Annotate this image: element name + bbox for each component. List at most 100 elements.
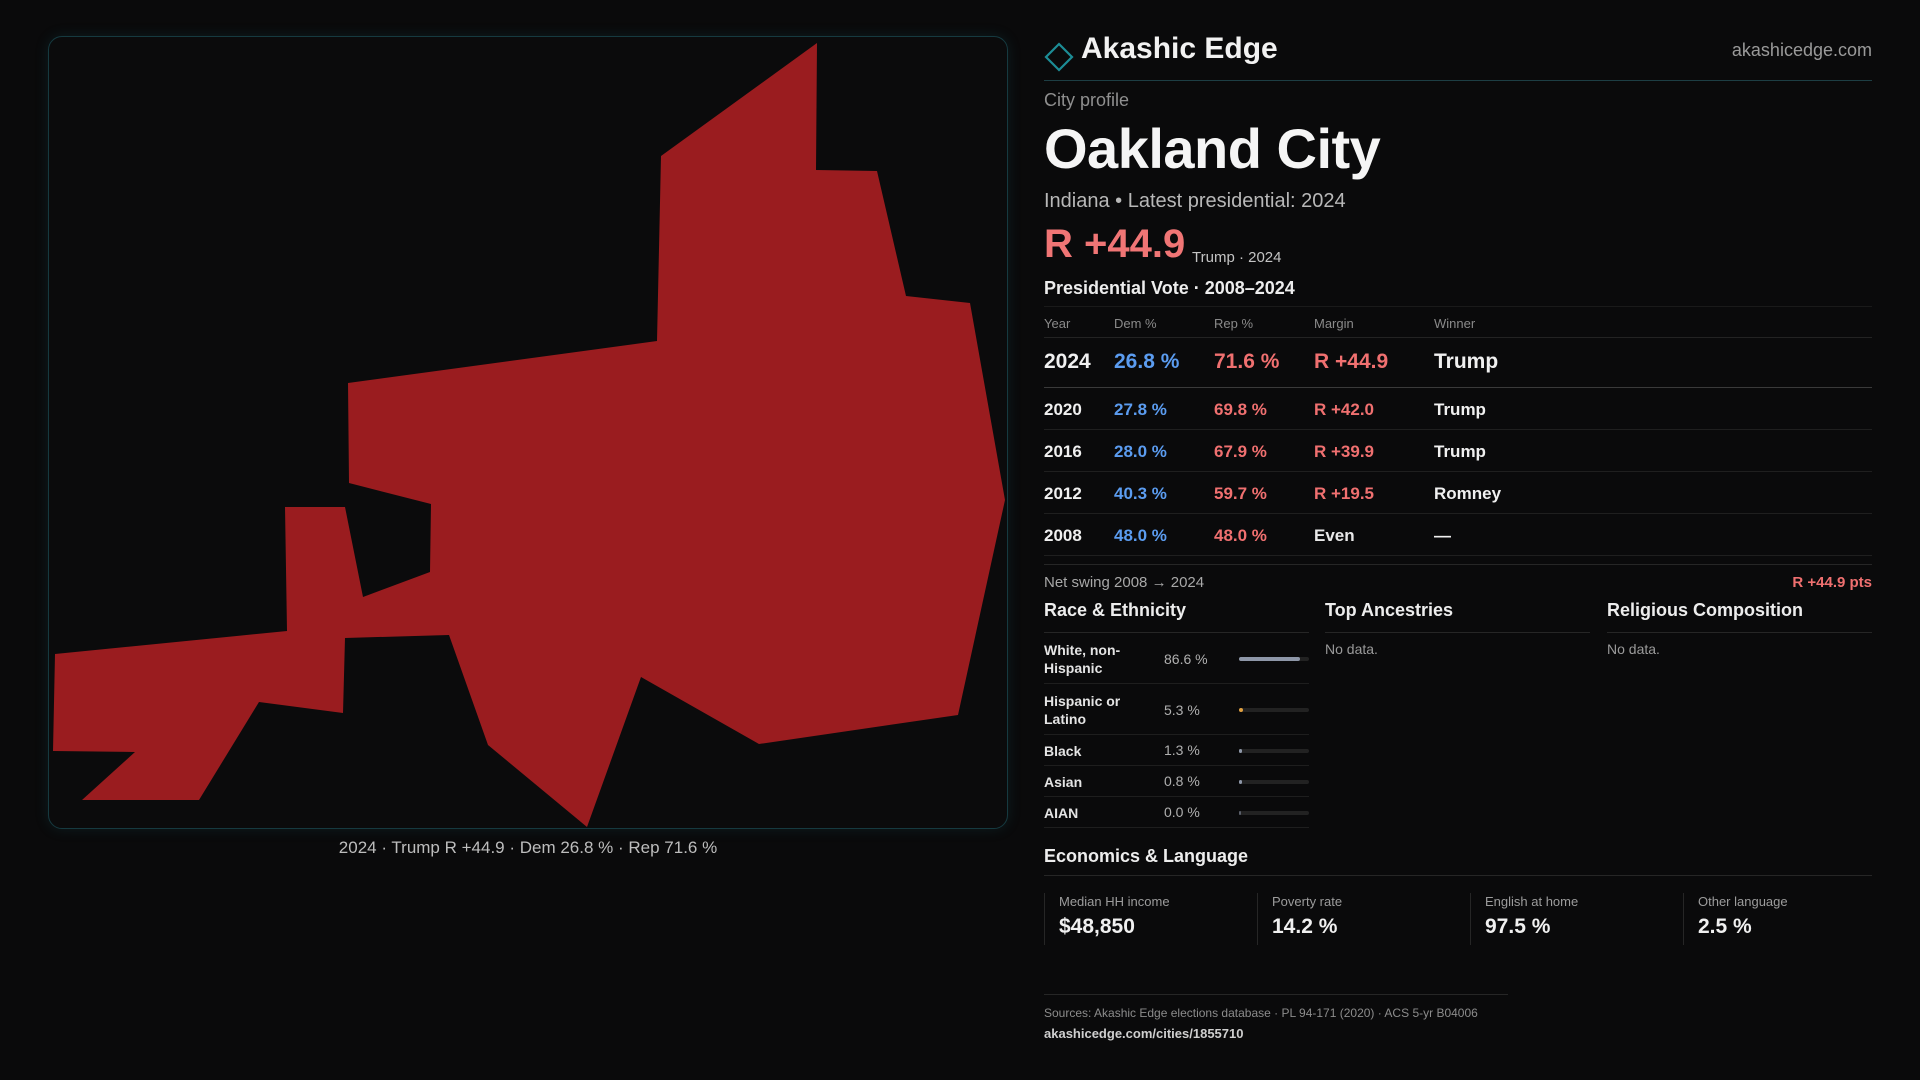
race-pct: 5.3 %: [1164, 702, 1200, 718]
header-winner: Winner: [1434, 316, 1476, 331]
table-row: 2024 26.8 % 71.6 % R +44.9 Trump: [1044, 338, 1872, 388]
ancestry-empty: No data.: [1325, 641, 1378, 657]
cell-margin: R +42.0: [1314, 400, 1375, 419]
econ-label: Poverty rate: [1272, 894, 1343, 909]
race-pct: 1.3 %: [1164, 742, 1200, 758]
cell-margin: Even: [1314, 526, 1355, 545]
cell-year: 2012: [1044, 484, 1082, 503]
econ-other-language: Other language 2.5 %: [1683, 893, 1872, 945]
net-swing-label: Net swing 2008 → 2024: [1044, 574, 1205, 591]
table-row: 2020 27.8 % 69.8 % R +42.0 Trump: [1044, 388, 1872, 430]
cell-margin: R +39.9: [1314, 442, 1375, 461]
race-pct: 0.8 %: [1164, 773, 1200, 789]
cell-rep: 67.9 %: [1214, 442, 1267, 461]
race-bar: [1239, 708, 1309, 712]
cell-dem: 26.8 %: [1114, 350, 1180, 373]
race-bar-fill: [1239, 811, 1241, 815]
race-bar: [1239, 811, 1309, 815]
header: Akashic Edge akashicedge.com: [1044, 30, 1872, 81]
page-subtitle: Indiana • Latest presidential: 2024: [1044, 190, 1346, 212]
cell-dem: 28.0 %: [1114, 442, 1167, 461]
econ-label: Median HH income: [1059, 894, 1170, 909]
race-bar-fill: [1239, 749, 1242, 753]
econ-value: 2.5 %: [1698, 915, 1752, 938]
map-caption: 2024 · Trump R +44.9 · Dem 26.8 % · Rep …: [338, 838, 718, 857]
domain-link[interactable]: akashicedge.com: [1731, 40, 1872, 60]
cell-dem: 27.8 %: [1114, 400, 1167, 419]
race-label: Asian: [1044, 774, 1083, 790]
econ-label: English at home: [1485, 894, 1579, 909]
econ-label: Other language: [1698, 894, 1788, 909]
cell-winner: Trump: [1434, 442, 1486, 461]
header-rep: Rep %: [1214, 316, 1254, 331]
table-row: 2016 28.0 % 67.9 % R +39.9 Trump: [1044, 430, 1872, 472]
city-boundary-shape[interactable]: [53, 43, 1005, 827]
race-label: AIAN: [1044, 805, 1079, 821]
map-panel[interactable]: [48, 36, 1008, 829]
city-boundary-map[interactable]: [49, 37, 1008, 829]
religion-empty: No data.: [1607, 641, 1660, 657]
race-section: Race & Ethnicity White, non-Hispanic 86.…: [1044, 600, 1309, 828]
cell-winner: —: [1434, 526, 1451, 545]
econ-english-at-home: English at home 97.5 %: [1470, 893, 1683, 945]
race-bar-fill: [1239, 780, 1242, 784]
net-swing: Net swing 2008 → 2024 R +44.9 pts: [1044, 564, 1872, 594]
net-swing-value: R +44.9 pts: [1792, 574, 1872, 591]
race-pct: 86.6 %: [1164, 651, 1208, 667]
cell-winner: Trump: [1434, 400, 1486, 419]
cell-margin: R +44.9: [1314, 350, 1389, 373]
sources-text: Sources: Akashic Edge elections database…: [1044, 1006, 1478, 1020]
ancestry-section: Top Ancestries No data.: [1325, 600, 1590, 657]
list-item: Asian 0.8 %: [1044, 766, 1309, 797]
race-label: Black: [1044, 743, 1082, 759]
page-title: Oakland City: [1044, 117, 1381, 180]
race-label: Hispanic or Latino: [1044, 693, 1121, 727]
page-eyebrow: City profile: [1044, 90, 1130, 110]
economics-section-title: Economics & Language: [1044, 846, 1872, 876]
race-pct: 0.0 %: [1164, 804, 1200, 820]
cell-rep: 69.8 %: [1214, 400, 1267, 419]
footer: Sources: Akashic Edge elections database…: [1044, 994, 1508, 1041]
latest-margin-note: Trump · 2024: [1192, 249, 1282, 266]
race-section-title: Race & Ethnicity: [1044, 600, 1309, 633]
cell-rep: 71.6 %: [1214, 350, 1280, 373]
econ-value: 97.5 %: [1485, 915, 1551, 938]
vote-section-title: Presidential Vote · 2008–2024: [1044, 278, 1295, 298]
vote-table: Year Dem % Rep % Margin Winner 2024 26.8…: [1044, 306, 1872, 556]
cell-year: 2008: [1044, 526, 1082, 545]
race-bar-fill: [1239, 708, 1243, 712]
brand-name[interactable]: Akashic Edge: [1081, 32, 1278, 65]
econ-value: 14.2 %: [1272, 915, 1338, 938]
cell-dem: 40.3 %: [1114, 484, 1167, 503]
cell-winner: Trump: [1434, 350, 1499, 373]
race-bar-fill: [1239, 657, 1300, 661]
econ-value: $48,850: [1059, 915, 1135, 938]
race-bar: [1239, 657, 1309, 661]
diamond-outline-icon: [1044, 42, 1074, 72]
religion-section-title: Religious Composition: [1607, 600, 1872, 633]
cell-year: 2024: [1044, 350, 1091, 373]
cell-rep: 48.0 %: [1214, 526, 1267, 545]
race-bar: [1239, 749, 1309, 753]
economics-grid: Median HH income $48,850 Poverty rate 14…: [1044, 893, 1872, 945]
list-item: Hispanic or Latino 5.3 %: [1044, 684, 1309, 735]
page-url-link[interactable]: akashicedge.com/cities/1855710: [1044, 1026, 1244, 1041]
header-margin: Margin: [1314, 316, 1354, 331]
cell-winner: Romney: [1434, 484, 1502, 503]
cell-year: 2016: [1044, 442, 1082, 461]
cell-rep: 59.7 %: [1214, 484, 1267, 503]
race-label: White, non-Hispanic: [1044, 642, 1121, 676]
latest-margin: R +44.9: [1044, 222, 1186, 266]
econ-poverty-rate: Poverty rate 14.2 %: [1257, 893, 1470, 945]
ancestry-section-title: Top Ancestries: [1325, 600, 1590, 633]
cell-year: 2020: [1044, 400, 1082, 419]
econ-median-income: Median HH income $48,850: [1044, 893, 1257, 945]
header-year: Year: [1044, 316, 1071, 331]
table-row: 2008 48.0 % 48.0 % Even —: [1044, 514, 1872, 556]
religion-section: Religious Composition No data.: [1607, 600, 1872, 657]
race-bar: [1239, 780, 1309, 784]
list-item: AIAN 0.0 %: [1044, 797, 1309, 828]
header-dem: Dem %: [1114, 316, 1157, 331]
list-item: Black 1.3 %: [1044, 735, 1309, 766]
table-row: 2012 40.3 % 59.7 % R +19.5 Romney: [1044, 472, 1872, 514]
